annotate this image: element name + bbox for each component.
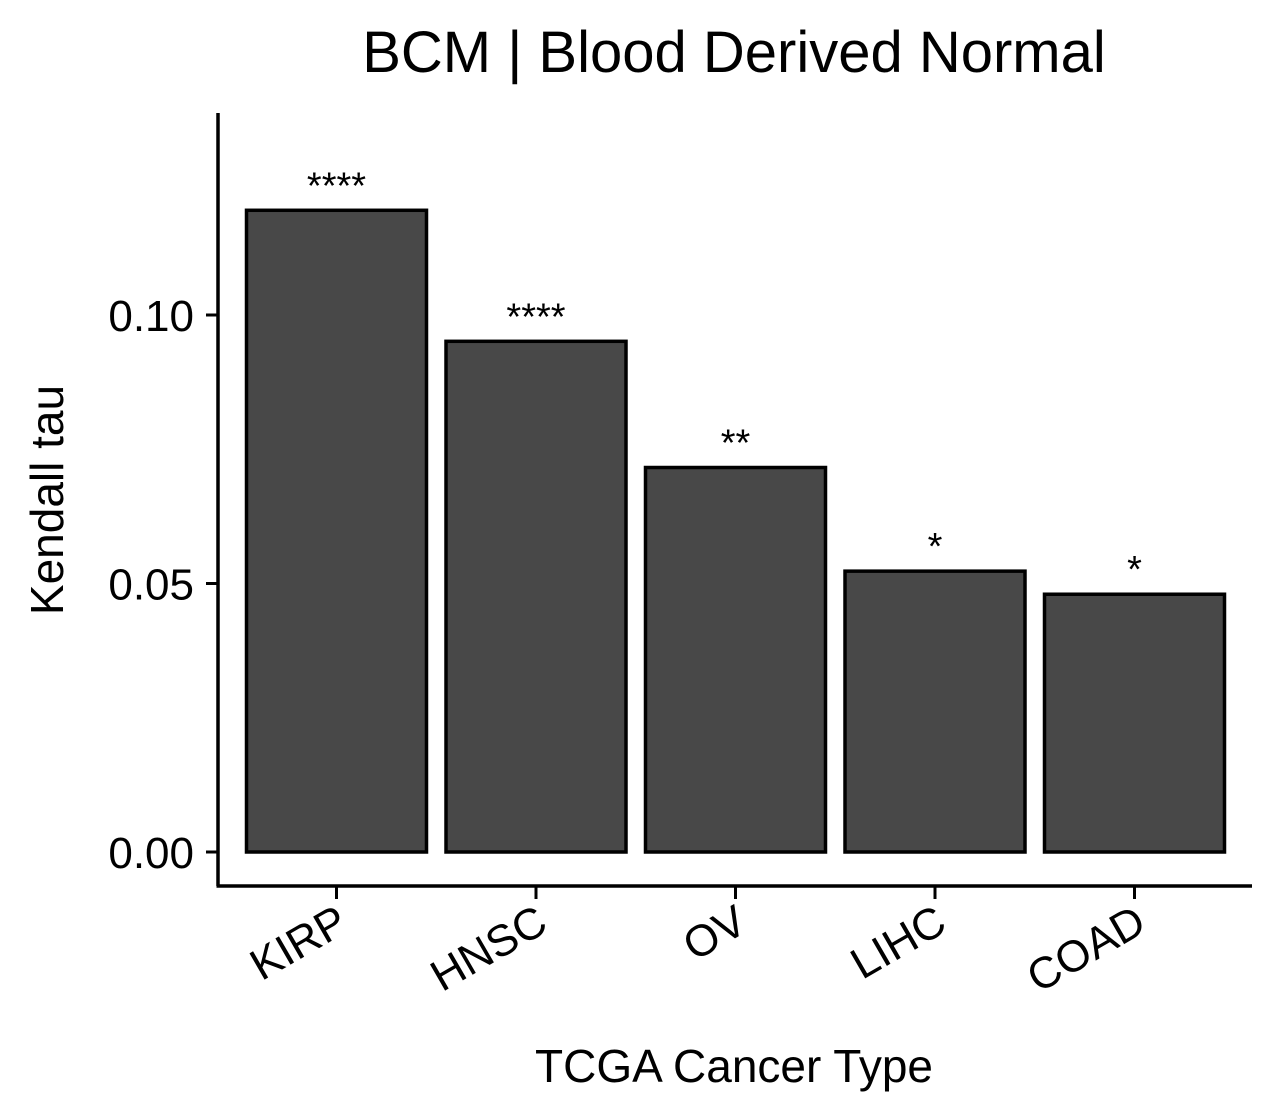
bar-kirp [244,208,429,854]
y-axis-label: Kendall tau [21,385,73,615]
significance-label: ** [721,423,751,465]
y-tick-label: 0.00 [108,829,194,878]
bar-lihc [843,569,1027,854]
significance-label: **** [307,165,366,207]
x-axis-label: TCGA Cancer Type [535,1040,933,1092]
y-tick-label: 0.05 [108,561,194,610]
x-tick-label: KIRP [242,896,355,990]
bar-ov [643,465,828,854]
chart-title: BCM | Blood Derived Normal [362,20,1106,85]
x-tick-label: COAD [1019,896,1154,1002]
y-tick-label: 0.10 [108,292,194,341]
significance-label: **** [506,296,565,338]
bar-hnsc [444,339,628,854]
x-tick-label: OV [675,896,755,971]
plot-area: 0.00 0.05 0.10 **** KIRP **** HNSC ** OV * LIHC * CO… [108,113,1252,1002]
significance-label: * [1127,549,1142,591]
bar-coad [1042,592,1227,854]
x-tick-label: HNSC [423,896,555,1001]
x-tick-label: LIHC [843,896,954,989]
significance-label: * [928,526,943,568]
